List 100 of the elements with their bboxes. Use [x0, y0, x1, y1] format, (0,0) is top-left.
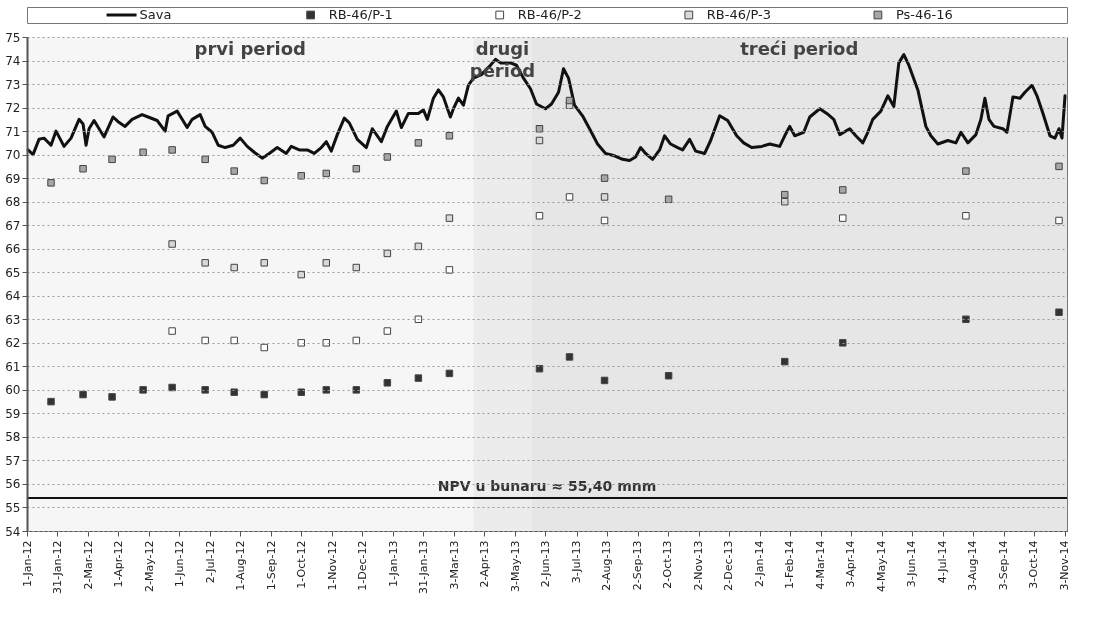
band-label: treći period	[740, 38, 859, 59]
x-tick-label: 3-Jul-13	[570, 540, 584, 584]
point	[168, 383, 176, 392]
point	[383, 249, 392, 258]
y-tick-label: 63	[5, 312, 21, 327]
point	[260, 343, 268, 352]
point	[260, 176, 268, 185]
point	[839, 186, 847, 194]
point	[79, 390, 87, 399]
legend-label: RB-46/P-2	[517, 7, 582, 22]
point	[201, 259, 209, 267]
point	[565, 193, 574, 201]
point	[108, 155, 116, 164]
x-tick-label: 3-Aug-14	[966, 540, 980, 591]
y-tick-label: 56	[5, 477, 21, 492]
legend-label: Ps-46-16	[895, 7, 953, 22]
x-tick-label: 2-Sep-13	[631, 540, 645, 591]
y-tick-label: 60	[5, 383, 21, 398]
point	[297, 172, 305, 180]
point	[230, 336, 238, 345]
point	[260, 390, 268, 399]
point	[780, 190, 789, 199]
point	[297, 388, 305, 396]
point	[962, 315, 970, 324]
point	[352, 263, 361, 272]
point	[168, 146, 176, 154]
x-tick-label: 4-May-14	[875, 540, 889, 592]
y-tick-label: 71	[5, 124, 21, 139]
x-tick-label: 2-Jan-14	[753, 540, 767, 588]
point	[780, 197, 789, 206]
point	[297, 270, 305, 279]
y-tick-label: 67	[5, 218, 21, 233]
y-tick-label: 73	[5, 77, 21, 92]
point	[414, 374, 423, 382]
x-tick-label: 2-Dec-13	[722, 540, 736, 591]
x-tick-label: 3-Nov-14	[1058, 540, 1072, 591]
point	[535, 212, 544, 220]
x-tick-label: 2-May-12	[142, 540, 156, 592]
x-tick-label: 31-Jan-13	[416, 540, 430, 595]
point	[230, 167, 238, 175]
y-tick-label: 69	[5, 171, 21, 186]
x-tick-label: 3-Oct-14	[1027, 540, 1041, 589]
y-tick-label: 74	[5, 54, 21, 69]
y-tick-label: 66	[5, 242, 21, 257]
y-tick-label: 59	[5, 406, 21, 421]
point	[565, 353, 574, 361]
point	[260, 259, 268, 267]
point	[352, 164, 361, 173]
point	[352, 386, 361, 394]
legend-label: Sava	[139, 7, 172, 22]
y-tick-label: 75	[5, 30, 21, 45]
point	[230, 388, 238, 396]
point	[352, 336, 361, 345]
point	[1055, 162, 1063, 171]
x-tick-label: 2-Mar-12	[81, 540, 95, 590]
point	[168, 240, 176, 248]
point	[201, 386, 209, 394]
legend-label: RB-46/P-1	[328, 7, 393, 22]
point	[414, 242, 423, 251]
x-tick-label: 1-Feb-14	[783, 540, 797, 589]
point	[445, 132, 454, 140]
point	[79, 164, 87, 173]
x-tick-label: 3-Mar-13	[447, 540, 461, 590]
x-tick-label: 1-Apr-12	[111, 540, 125, 588]
point	[168, 327, 176, 335]
band-label: prvi period	[194, 38, 306, 59]
x-tick-label: 2-Nov-13	[692, 540, 706, 591]
x-tick-label: 2-Apr-13	[477, 540, 491, 588]
y-tick-label: 72	[5, 101, 21, 116]
x-tick-label: 2-Oct-13	[661, 540, 675, 589]
point	[297, 339, 305, 347]
x-tick-label: 3-Apr-14	[844, 540, 858, 588]
point	[962, 167, 970, 175]
x-tick-label: 1-Nov-12	[325, 540, 339, 591]
point	[139, 148, 147, 157]
point	[445, 214, 454, 222]
point	[414, 139, 423, 147]
point	[108, 393, 116, 401]
x-tick-label: 1-Dec-12	[355, 540, 369, 591]
x-tick-label: 2-Jun-13	[539, 540, 552, 588]
point	[383, 379, 392, 387]
x-tick-label: 4-Mar-14	[814, 540, 828, 590]
point	[230, 263, 238, 272]
point	[47, 397, 55, 406]
point	[322, 259, 331, 267]
point	[322, 386, 331, 394]
x-tick-label: 3-Jun-14	[905, 540, 919, 588]
x-tick-label: 31-Jan-12	[50, 540, 64, 595]
y-tick-label: 68	[5, 195, 21, 210]
y-tick-label: 64	[5, 289, 21, 304]
point	[414, 315, 423, 324]
point	[139, 386, 147, 394]
y-tick-label: 57	[5, 453, 21, 468]
y-tick-label: 70	[5, 148, 21, 163]
y-tick-label: 61	[5, 359, 21, 374]
x-tick-label: 2-Jul-12	[203, 540, 217, 584]
y-tick-label: 54	[5, 524, 21, 539]
x-tick-label: 1-Jan-13	[386, 540, 400, 588]
x-tick-label: 1-Oct-12	[294, 540, 308, 589]
point	[535, 125, 544, 133]
